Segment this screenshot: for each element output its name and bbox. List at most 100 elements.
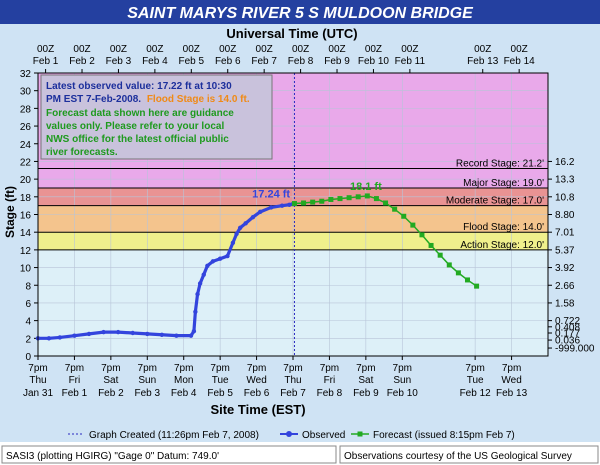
bottom-tick-date-5: Feb 5 xyxy=(207,388,233,399)
info-line-6: river forecasts. xyxy=(46,147,118,158)
observed-point-18 xyxy=(210,259,216,264)
bottom-tick-time-8: 7pm xyxy=(320,363,339,374)
bottom-tick-day-5: Tue xyxy=(212,375,229,386)
forecast-point-13 xyxy=(410,222,416,228)
right-label-12: 0.036 xyxy=(555,336,580,347)
bottom-tick-time-6: 7pm xyxy=(247,363,266,374)
bottom-tick-date-0: Jan 31 xyxy=(23,388,53,399)
bottom-tick-time-11: 7pm xyxy=(465,363,484,374)
right-label-0: 16.2 xyxy=(555,157,575,168)
forecast-series xyxy=(291,193,480,289)
stage-label-0: Record Stage: 21.2' xyxy=(456,159,544,170)
info-line-4: values only. Please refer to your local xyxy=(46,121,224,132)
y-tick-label-16: 32 xyxy=(20,69,32,80)
top-tick-date-11: Feb 13 xyxy=(467,56,499,67)
observed-point-6 xyxy=(115,329,121,335)
y-tick-label-7: 14 xyxy=(20,228,32,239)
top-tick-time-5: 00Z xyxy=(219,44,236,55)
info-line-2: PM EST 7-Feb-2008. Flood Stage is 14.0 f… xyxy=(46,94,250,105)
top-tick-date-6: Feb 7 xyxy=(251,56,277,67)
forecast-point-8 xyxy=(364,193,370,199)
info-line-3: Forecast data shown here are guidance xyxy=(46,108,234,119)
y-tick-label-13: 26 xyxy=(20,122,32,133)
forecast-point-17 xyxy=(446,262,452,268)
stage-band-labels: Record Stage: 21.2' Major Stage: 19.0' Mod… xyxy=(38,159,548,251)
bottom-tick-date-4: Feb 4 xyxy=(171,388,197,399)
bottom-tick-date-3: Feb 3 xyxy=(134,388,160,399)
right-label-6: 3.92 xyxy=(555,263,575,274)
annotation-1: 18.1 ft xyxy=(350,181,382,193)
stage-label-3: Flood Stage: 14.0' xyxy=(463,222,544,233)
forecast-point-10 xyxy=(383,200,389,206)
observed-point-14 xyxy=(195,291,200,297)
bottom-tick-time-10: 7pm xyxy=(393,363,412,374)
title-bar xyxy=(0,0,600,24)
right-label-13: -999.000 xyxy=(555,344,595,355)
bottom-axis-title: Site Time (EST) xyxy=(210,402,305,417)
forecast-point-20 xyxy=(474,283,480,289)
bottom-tick-date-6: Feb 6 xyxy=(244,388,270,399)
bottom-tick-day-3: Sun xyxy=(138,375,156,386)
y-tick-label-11: 22 xyxy=(20,157,32,168)
top-tick-time-3: 00Z xyxy=(146,44,163,55)
annotations: 17.24 ft 18.1 ft xyxy=(252,181,382,201)
right-label-8: 1.58 xyxy=(555,298,575,309)
y-tick-label-0: 0 xyxy=(25,352,31,363)
bottom-tick-date-7: Feb 7 xyxy=(280,388,306,399)
bottom-tick-day-0: Thu xyxy=(29,375,46,386)
top-tick-date-9: Feb 10 xyxy=(358,56,390,67)
annotation-0: 17.24 ft xyxy=(252,189,290,201)
observed-point-21 xyxy=(230,240,236,245)
top-tick-time-9: 00Z xyxy=(365,44,382,55)
top-tick-date-1: Feb 2 xyxy=(69,56,95,67)
right-label-10: 0.408 xyxy=(555,322,580,333)
top-tick-date-8: Feb 9 xyxy=(324,56,350,67)
top-tick-date-10: Feb 11 xyxy=(395,56,426,67)
top-tick-time-6: 00Z xyxy=(256,44,273,55)
observed-point-15 xyxy=(197,281,203,286)
right-label-2: 10.8 xyxy=(555,192,575,203)
observed-point-27 xyxy=(268,205,274,210)
bottom-tick-date-10: Feb 10 xyxy=(387,388,419,399)
bottom-tick-time-3: 7pm xyxy=(138,363,157,374)
observed-point-20 xyxy=(225,253,230,259)
bottom-tick-time-1: 7pm xyxy=(65,363,84,374)
forecast-point-11 xyxy=(392,206,398,212)
top-tick-date-2: Feb 3 xyxy=(106,56,132,67)
y-tick-label-12: 24 xyxy=(20,140,32,151)
observed-point-26 xyxy=(258,209,263,215)
y-tick-label-3: 6 xyxy=(25,299,31,310)
forecast-point-15 xyxy=(428,242,434,248)
top-tick-time-10: 00Z xyxy=(401,44,418,55)
forecast-point-18 xyxy=(455,270,461,276)
y-tick-label-14: 28 xyxy=(20,104,32,115)
bottom-tick-day-12: Wed xyxy=(501,375,521,386)
forecast-point-4 xyxy=(328,196,334,202)
bottom-tick-date-8: Feb 8 xyxy=(317,388,343,399)
y-tick-label-9: 18 xyxy=(20,193,32,204)
right-label-3: 8.80 xyxy=(555,210,575,221)
top-tick-date-5: Feb 6 xyxy=(215,56,241,67)
observed-point-28 xyxy=(279,203,285,208)
bottom-tick-day-2: Sat xyxy=(103,375,118,386)
top-axis-title: Universal Time (UTC) xyxy=(226,26,357,41)
observed-point-11 xyxy=(188,333,194,338)
observed-point-2 xyxy=(57,335,63,340)
bottom-tick-time-12: 7pm xyxy=(502,363,521,374)
footer-left-box xyxy=(1,445,337,464)
top-tick-time-12: 00Z xyxy=(511,44,528,55)
top-tick-time-11: 00Z xyxy=(474,44,491,55)
info-line-1: Latest observed value: 17.22 ft at 10:30 xyxy=(46,81,232,92)
legend-observed-marker xyxy=(286,431,292,437)
y-tick-label-1: 2 xyxy=(25,334,31,345)
plot-frame xyxy=(37,72,549,357)
y-tick-label-2: 4 xyxy=(25,317,31,328)
bottom-tick-day-11: Tue xyxy=(467,375,484,386)
bottom-tick-day-1: Fri xyxy=(69,375,81,386)
observed-point-1 xyxy=(46,336,52,341)
forecast-point-2 xyxy=(310,199,316,205)
info-line-2a: PM EST 7-Feb-2008. xyxy=(46,94,141,105)
